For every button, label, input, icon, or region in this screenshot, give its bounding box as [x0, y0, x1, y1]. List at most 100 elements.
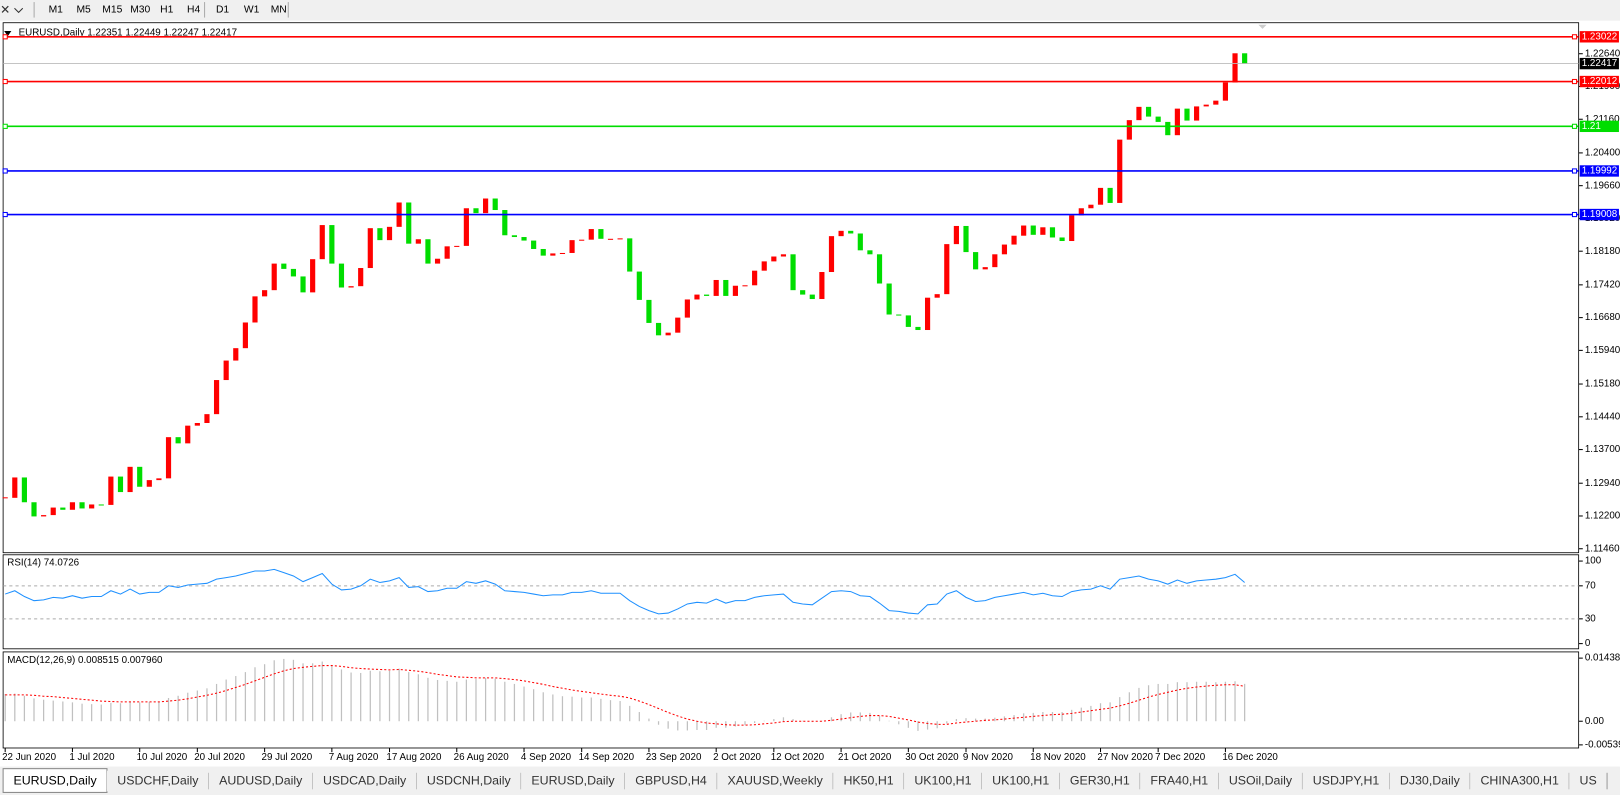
candle	[1078, 208, 1084, 216]
toolbar-icon	[14, 7, 24, 14]
tab[interactable]: FRA40,H1	[1140, 770, 1220, 792]
macd-bar	[830, 717, 833, 722]
macd-bar	[1109, 702, 1111, 722]
macd-bar	[1023, 713, 1025, 722]
macd-bar	[321, 661, 323, 722]
candle	[790, 254, 796, 291]
tab[interactable]: EURUSD,Daily	[521, 770, 626, 792]
tab-background	[1059, 770, 1141, 792]
candle	[953, 225, 959, 245]
candle	[165, 437, 172, 479]
level-handle	[2, 211, 8, 218]
candle	[934, 294, 940, 298]
y-tick-label: 0.014384	[1585, 653, 1620, 664]
candle	[559, 252, 566, 255]
candle	[607, 238, 614, 240]
candle	[1194, 106, 1200, 121]
timeframe-button[interactable]: H1	[160, 5, 173, 16]
tab-background	[833, 770, 905, 792]
x-tick-label: 20 Jul 2020	[194, 752, 245, 763]
macd-bar	[1080, 707, 1082, 722]
tab[interactable]: USDCNH,Daily	[416, 770, 522, 792]
macd-bar	[907, 721, 909, 728]
candle	[684, 299, 690, 318]
candle	[694, 294, 700, 300]
level-label: 1.22012	[1582, 76, 1617, 87]
candle	[502, 210, 508, 236]
candle	[358, 268, 364, 287]
tab[interactable]: US	[1569, 770, 1608, 792]
tab[interactable]: USOil,Daily	[1218, 770, 1303, 792]
candle	[569, 240, 575, 253]
timeframe-label: M30	[130, 5, 150, 16]
tab[interactable]: GER30,H1	[1059, 770, 1141, 792]
tab-label: USDCHF,Daily	[117, 773, 199, 787]
x-tick-label: 10 Jul 2020	[137, 752, 188, 763]
timeframe-button[interactable]: M5	[76, 5, 91, 16]
macd-bar	[754, 721, 756, 723]
candle	[117, 476, 124, 493]
candle	[723, 279, 729, 296]
timeframe-button[interactable]: M1	[49, 5, 64, 16]
tab[interactable]: AUDUSD,Daily	[208, 770, 314, 792]
timeframe-button[interactable]: D1	[216, 5, 229, 16]
tab[interactable]: UK100,H1	[981, 770, 1061, 792]
tab[interactable]: UK100,H1	[904, 770, 983, 792]
candle	[511, 235, 518, 238]
macd-bar	[965, 718, 967, 722]
macd-bar	[340, 669, 343, 722]
y-tick-label: 70	[1585, 580, 1596, 591]
macd-bar	[773, 719, 775, 722]
macd-bar	[225, 679, 227, 722]
tabs: EURUSD,Daily USDCHF,Daily AUDUSD,Daily USDC…	[2, 768, 1608, 793]
tab[interactable]: EURUSD,Daily	[2, 768, 108, 793]
candle	[675, 317, 681, 333]
macd-bar	[350, 672, 352, 722]
candle	[1097, 187, 1104, 205]
candle	[156, 478, 162, 481]
macd-bar	[446, 680, 448, 722]
last-price-label: 1.22417	[1582, 58, 1617, 69]
macd-bar	[263, 664, 266, 722]
tab[interactable]: GBPUSD,H4	[624, 770, 718, 792]
macd-bar	[898, 721, 900, 725]
tab-label: USDCNH,Daily	[427, 773, 512, 787]
candle	[550, 253, 556, 256]
tab[interactable]: USDCAD,Daily	[312, 770, 418, 792]
tab[interactable]: USDJPY,H1	[1302, 770, 1391, 792]
macd-bar	[331, 665, 333, 722]
chart-header: EURUSD,Daily 1.22351 1.22449 1.22247 1.2…	[19, 28, 237, 39]
timeframe-button[interactable]: M30	[130, 5, 150, 16]
candle	[915, 326, 921, 331]
level-handle	[2, 78, 8, 85]
macd-bar	[946, 721, 948, 724]
macd-bar	[1186, 682, 1188, 722]
level-handle	[1571, 34, 1578, 40]
tab[interactable]: USDCHF,Daily	[106, 770, 210, 792]
timeframe-button[interactable]: W1	[244, 5, 260, 16]
x-tick-label: 16 Dec 2020	[1222, 752, 1278, 763]
timeframe-button[interactable]: M15	[102, 5, 122, 16]
x-tick-label: 7 Dec 2020	[1155, 752, 1206, 763]
y-tick-label: 1.15180	[1585, 379, 1620, 390]
x-tick-label: 12 Oct 2020	[771, 752, 825, 763]
x-tick-label: 26 Aug 2020	[454, 752, 510, 763]
macd-bar	[840, 714, 842, 722]
macd-bar	[187, 692, 189, 722]
timeframe-button[interactable]: MN	[271, 5, 287, 16]
macd-bar	[417, 674, 419, 722]
candle	[310, 259, 316, 293]
timeframe-label: M15	[102, 5, 122, 16]
tab[interactable]: CHINA300,H1	[1470, 770, 1570, 792]
macd-bar	[494, 678, 496, 722]
timeframe-button[interactable]: H4	[187, 5, 200, 16]
tab[interactable]: XAUUSD,Weekly	[717, 770, 834, 792]
tab[interactable]: HK50,H1	[833, 770, 905, 792]
macd-bar	[1071, 709, 1073, 722]
candle	[742, 285, 748, 287]
y-tick-label: 1.12940	[1585, 478, 1620, 489]
candle	[886, 283, 892, 315]
tab[interactable]: DJ30,Daily	[1389, 770, 1471, 792]
candle	[463, 208, 469, 246]
x-tick-label: 27 Nov 2020	[1097, 752, 1153, 763]
